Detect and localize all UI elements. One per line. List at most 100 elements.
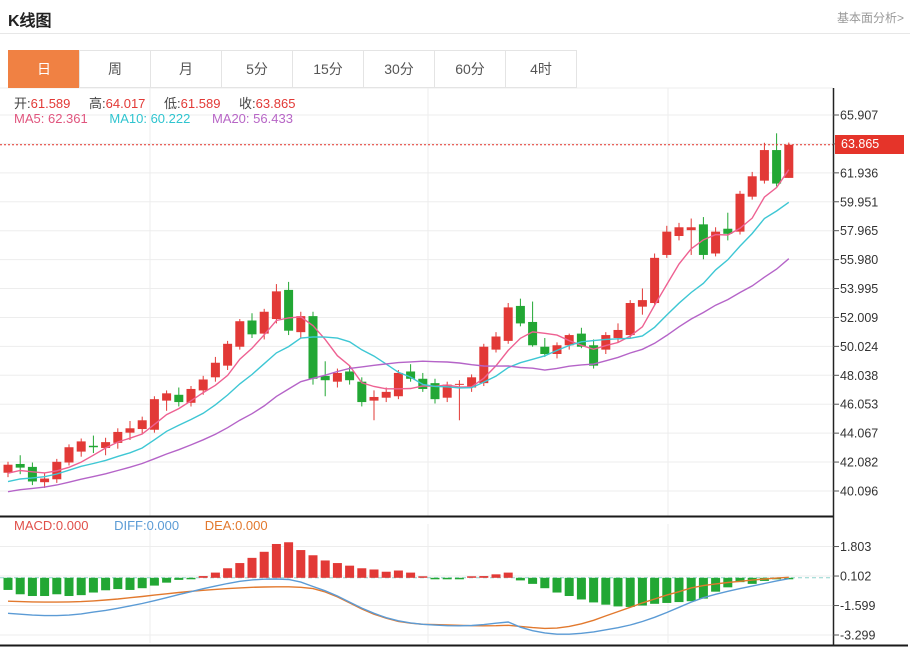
price-axis-label: 65.907 [840, 109, 878, 123]
candle-body [467, 377, 477, 388]
candle-body [515, 305, 525, 324]
period-tabbar: 日周月 5分 15分 30分 60分 4时 [8, 50, 577, 88]
macd-bar [15, 577, 25, 595]
candle-body [259, 311, 269, 334]
macd-bar [88, 577, 98, 593]
macd-bar [418, 576, 428, 578]
tab-period-7[interactable]: 4时 [505, 50, 577, 88]
macd-bar [552, 577, 562, 593]
macd-bar [674, 577, 684, 603]
candle-body [137, 420, 147, 430]
fundamental-analysis-link[interactable]: 基本面分析> [836, 11, 904, 25]
candle-body [479, 346, 489, 384]
tab-period-0[interactable]: 日 [8, 50, 80, 88]
macd-bar [27, 577, 37, 597]
macd-bar [430, 577, 440, 580]
price-axis-label: 44.067 [840, 427, 878, 441]
candle-body [528, 321, 538, 346]
diff-line [7, 578, 789, 635]
macd-bar [162, 577, 172, 583]
candle-body [3, 464, 13, 473]
candle-body [357, 381, 367, 403]
candle-body [747, 176, 757, 197]
candle-body [113, 431, 123, 443]
candle-body [210, 362, 220, 378]
macd-bar [528, 577, 538, 584]
macd-bar [186, 577, 196, 580]
macd-bar [662, 577, 672, 603]
ma5-line [7, 169, 790, 474]
macd-bar [320, 560, 330, 578]
macd-bar [698, 577, 708, 599]
candle-body [442, 384, 452, 398]
macd-bar [296, 550, 306, 578]
macd-axis-label: 1.803 [840, 540, 871, 554]
candle-body [308, 316, 318, 379]
price-axis-label: 59.951 [840, 195, 878, 209]
macd-bar [589, 577, 599, 603]
macd-bar [479, 576, 489, 578]
macd-bar [76, 577, 86, 596]
macd-axis-label: -3.299 [840, 629, 875, 643]
macd-bar [357, 568, 367, 578]
macd-bar [393, 570, 403, 578]
macd-bar [149, 577, 159, 586]
macd-bar [601, 577, 611, 605]
macd-axis-label: 0.102 [840, 570, 871, 584]
ohlc-open: 开:61.589 [14, 96, 71, 111]
candle-body [15, 463, 25, 468]
price-axis-label: 46.053 [840, 398, 878, 412]
candle-body [576, 333, 586, 347]
candle-body [296, 316, 306, 333]
candle-body [601, 335, 611, 350]
candle-body [332, 372, 342, 382]
macd-bar [52, 577, 62, 595]
candle-body [320, 375, 330, 381]
tab-period-1[interactable]: 周 [79, 50, 151, 88]
macd-bar [271, 543, 281, 578]
macd-bar [650, 577, 660, 604]
ma-readout: MA5: 62.361 MA10: 60.222 MA20: 56.433 [14, 111, 293, 126]
candle-body [540, 346, 550, 355]
macd-bar [137, 577, 147, 589]
macd-bar [503, 572, 513, 578]
tab-period-6[interactable]: 60分 [434, 50, 506, 88]
candle-body [76, 441, 86, 452]
macd-axis-label: -1.599 [840, 599, 875, 613]
candle-body [174, 394, 184, 403]
macd-hist-layer [3, 542, 794, 607]
macd-bar [735, 577, 745, 583]
tab-period-2[interactable]: 月 [150, 50, 222, 88]
macd-bar [381, 571, 391, 578]
candle-body [759, 150, 769, 181]
candle-body [454, 383, 464, 385]
grid-layer [0, 87, 833, 643]
macd-bar [210, 572, 220, 578]
price-axis-label: 55.980 [840, 253, 878, 267]
ma5-value: MA5: 62.361 [14, 111, 88, 126]
macd-bar [686, 577, 696, 602]
candle-body [284, 289, 294, 331]
ohlc-close: 收:63.865 [239, 96, 296, 111]
macd-bar [284, 542, 294, 578]
candle-body [723, 228, 733, 234]
candle-body [162, 393, 172, 401]
macd-bar [308, 555, 318, 578]
candle-body [186, 388, 196, 403]
candle-body [552, 345, 562, 355]
tab-period-3[interactable]: 5分 [221, 50, 293, 88]
macd-bar [223, 568, 233, 578]
macd-bar [174, 577, 184, 580]
macd-bar [247, 557, 257, 578]
candle-body [235, 321, 245, 347]
candle-body [613, 329, 623, 338]
candle-body [735, 193, 745, 232]
macd-bar [113, 577, 123, 590]
tab-period-4[interactable]: 15分 [292, 50, 364, 88]
tab-period-5[interactable]: 30分 [363, 50, 435, 88]
macd-value: MACD:0.000 [14, 518, 89, 533]
candle-body [40, 478, 50, 483]
ohlc-readout: 开:61.589 高:64.017 低:61.589 收:63.865 [14, 93, 310, 112]
